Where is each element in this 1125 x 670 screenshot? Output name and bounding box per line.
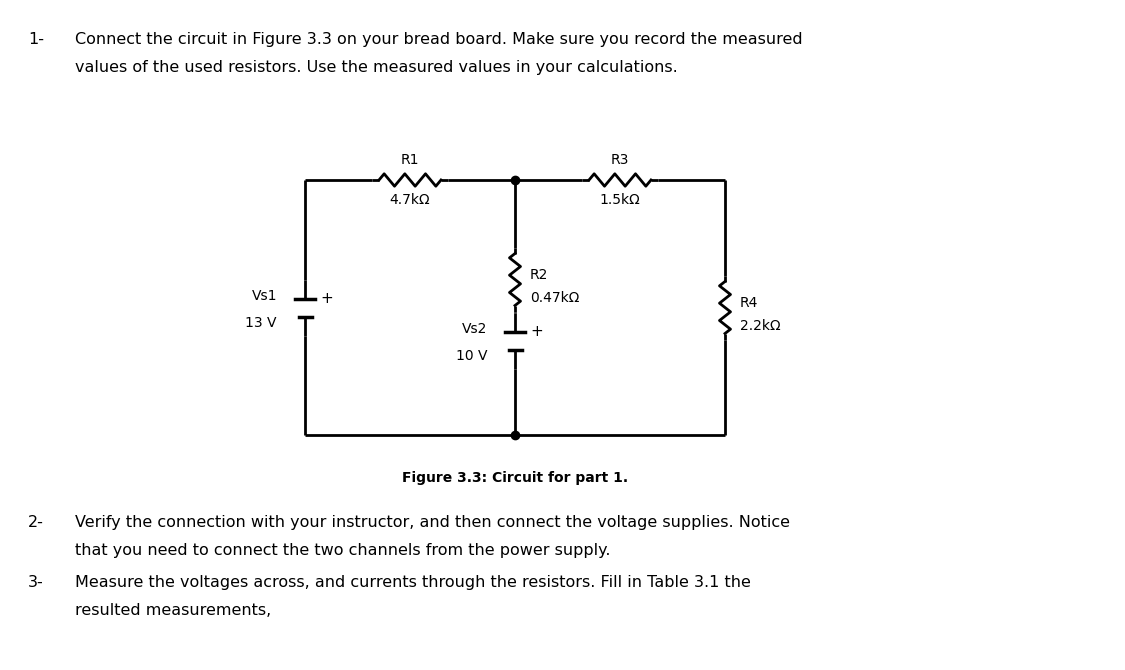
- Text: Measure the voltages across, and currents through the resistors. Fill in Table 3: Measure the voltages across, and current…: [75, 575, 750, 590]
- Text: 13 V: 13 V: [245, 316, 277, 330]
- Text: 4.7kΩ: 4.7kΩ: [389, 193, 430, 207]
- Text: Vs2: Vs2: [461, 322, 487, 336]
- Text: Vs1: Vs1: [252, 289, 277, 302]
- Text: R2: R2: [530, 267, 548, 281]
- Text: 0.47kΩ: 0.47kΩ: [530, 291, 579, 304]
- Text: values of the used resistors. Use the measured values in your calculations.: values of the used resistors. Use the me…: [75, 60, 677, 75]
- Text: 2.2kΩ: 2.2kΩ: [740, 318, 781, 332]
- Text: +: +: [319, 291, 333, 306]
- Text: R4: R4: [740, 295, 758, 310]
- Text: 1-: 1-: [28, 32, 44, 47]
- Text: that you need to connect the two channels from the power supply.: that you need to connect the two channel…: [75, 543, 611, 558]
- Text: 3-: 3-: [28, 575, 44, 590]
- Text: resulted measurements,: resulted measurements,: [75, 603, 271, 618]
- Text: Verify the connection with your instructor, and then connect the voltage supplie: Verify the connection with your instruct…: [75, 515, 790, 530]
- Text: 1.5kΩ: 1.5kΩ: [600, 193, 640, 207]
- Text: +: +: [530, 324, 542, 339]
- Text: 10 V: 10 V: [456, 348, 487, 362]
- Text: Connect the circuit in Figure 3.3 on your bread board. Make sure you record the : Connect the circuit in Figure 3.3 on you…: [75, 32, 802, 47]
- Text: 2-: 2-: [28, 515, 44, 530]
- Text: R3: R3: [611, 153, 629, 167]
- Text: Figure 3.3: Circuit for part 1.: Figure 3.3: Circuit for part 1.: [402, 471, 628, 485]
- Text: R1: R1: [400, 153, 420, 167]
